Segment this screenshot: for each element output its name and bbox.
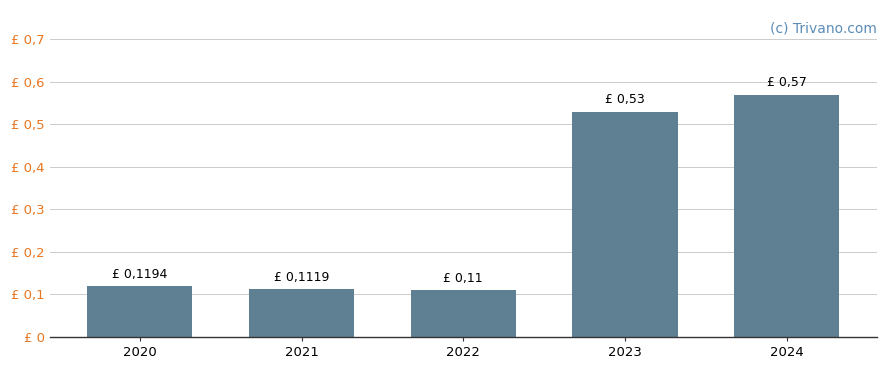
Text: £ 0,53: £ 0,53 [605,93,645,106]
Bar [87,286,193,337]
Bar [410,290,516,337]
Text: £ 0,11: £ 0,11 [443,272,483,285]
Bar [573,112,678,337]
Bar [249,289,354,337]
Text: £ 0,1194: £ 0,1194 [112,268,168,280]
Text: (c) Trivano.com: (c) Trivano.com [770,21,876,36]
Bar [734,95,839,337]
Text: £ 0,57: £ 0,57 [766,76,806,89]
Text: £ 0,1119: £ 0,1119 [274,271,329,284]
